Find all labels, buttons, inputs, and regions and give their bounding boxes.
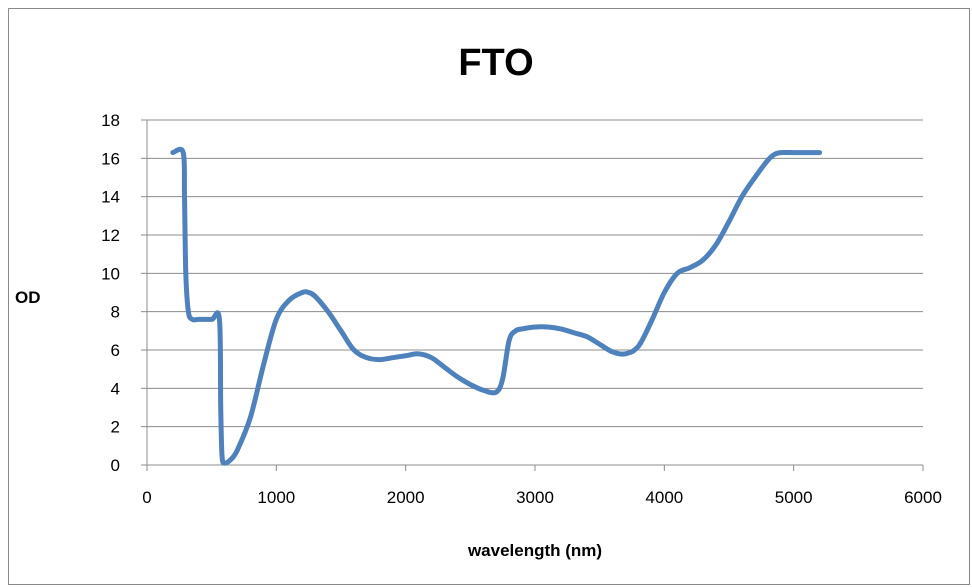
- x-tick-label: 3000: [516, 488, 554, 507]
- y-axis-title: OD: [15, 288, 41, 307]
- x-tick-label: 2000: [387, 488, 425, 507]
- y-tick-label: 0: [111, 456, 120, 475]
- tick-labels: 0 2 4 6 8 10 12 14 16 18 0 1000 2000 3000 4000 5000 6000: [101, 111, 942, 507]
- gridlines: [147, 119, 923, 428]
- od-series-line: [170, 146, 823, 466]
- x-tick-label: 4000: [645, 488, 683, 507]
- y-tick-label: 14: [101, 188, 120, 207]
- y-tick-label: 4: [111, 379, 120, 398]
- y-tick-label: 6: [111, 341, 120, 360]
- x-tick-label: 6000: [904, 488, 942, 507]
- y-tick-label: 18: [101, 111, 120, 130]
- chart-title: FTO: [458, 42, 533, 84]
- series-layer: [170, 146, 823, 466]
- y-tick-label: 8: [111, 303, 120, 322]
- x-tick-label: 1000: [257, 488, 295, 507]
- y-tick-label: 12: [101, 226, 120, 245]
- axes: [141, 119, 924, 471]
- x-tick-label: 5000: [775, 488, 813, 507]
- x-axis-title: wavelength (nm): [467, 541, 602, 560]
- y-tick-label: 10: [101, 264, 120, 283]
- chart-area: [8, 8, 970, 585]
- y-tick-label: 2: [111, 418, 120, 437]
- y-tick-label: 16: [101, 149, 120, 168]
- x-tick-label: 0: [142, 488, 151, 507]
